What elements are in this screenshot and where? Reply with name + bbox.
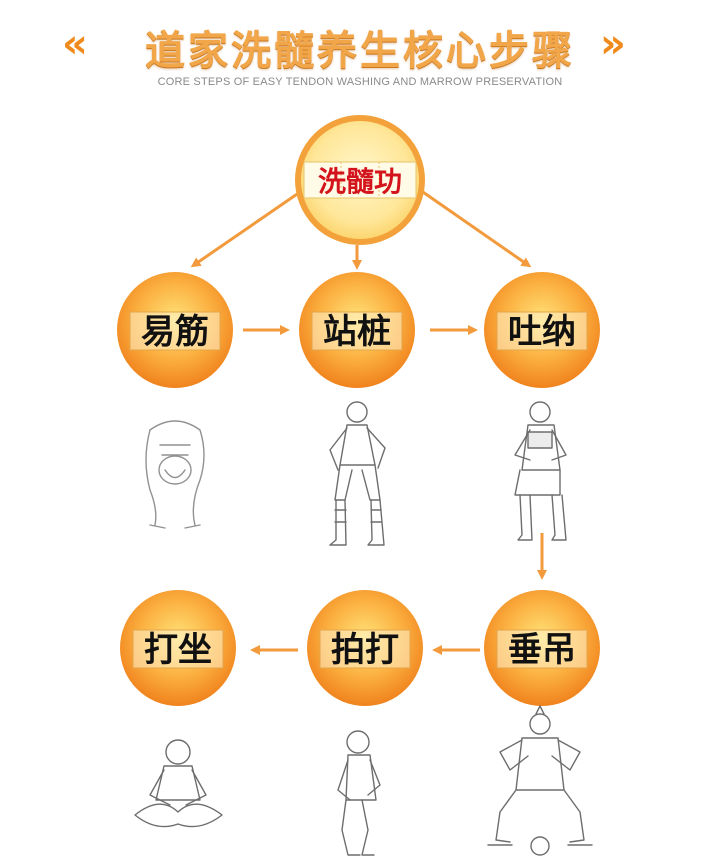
step-node-1: 易筋 bbox=[117, 272, 233, 388]
header: « 道家洗髓养生核心步骤 » CORE STEPS OF EASY TENDON… bbox=[0, 0, 720, 100]
step-node-3: 吐纳 bbox=[484, 272, 600, 388]
horse-stance-figure bbox=[487, 705, 593, 856]
patting-figure bbox=[337, 730, 381, 856]
arrow-root-to-step1 bbox=[190, 188, 304, 268]
page-subtitle: CORE STEPS OF EASY TENDON WASHING AND MA… bbox=[157, 76, 563, 88]
step-label-2: 站桩 bbox=[323, 312, 391, 352]
meditation-figure bbox=[134, 739, 223, 828]
standing-stance-figure bbox=[329, 401, 386, 546]
page-title: 道家洗髓养生核心步骤 bbox=[145, 28, 575, 74]
step-label-4: 垂吊 bbox=[508, 630, 576, 670]
connector-arrows bbox=[190, 188, 547, 655]
step-node-6: 打坐 bbox=[120, 590, 236, 706]
root-node: 洗髓功 bbox=[295, 115, 425, 245]
step-label-5: 拍打 bbox=[331, 630, 399, 670]
breathing-figure bbox=[514, 401, 567, 541]
step-label-6: 打坐 bbox=[144, 630, 212, 670]
right-chevron-icon: » bbox=[600, 21, 626, 67]
step-node-2: 站桩 bbox=[299, 272, 415, 388]
arrow-root-to-step3 bbox=[419, 188, 532, 268]
step-label-3: 吐纳 bbox=[508, 312, 576, 352]
tendon-stretch-figure bbox=[145, 420, 205, 529]
step-node-5: 拍打 bbox=[307, 590, 423, 706]
root-label: 洗髓功 bbox=[318, 165, 402, 198]
step-label-1: 易筋 bbox=[141, 312, 209, 352]
left-chevron-icon: « bbox=[62, 21, 88, 67]
step-node-4: 垂吊 bbox=[484, 590, 600, 706]
